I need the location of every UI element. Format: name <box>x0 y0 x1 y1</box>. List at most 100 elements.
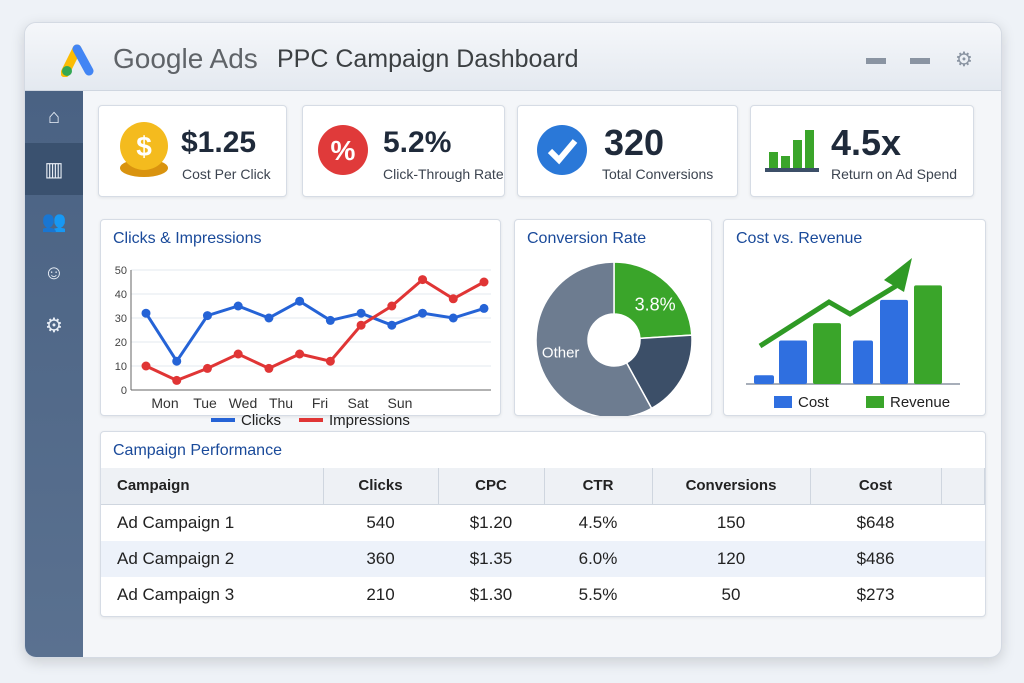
data-point <box>233 301 243 311</box>
data-point <box>172 356 182 366</box>
series-line-impressions <box>145 277 485 383</box>
kpi-value: $1.25 <box>181 126 257 159</box>
conversion-rate-panel: Conversion Rate 3.8% Other <box>514 219 712 416</box>
table-cell: 50 <box>721 585 741 605</box>
legend-swatch <box>774 396 792 408</box>
data-point <box>448 313 458 323</box>
table-cell: 150 <box>716 512 746 532</box>
data-point <box>325 356 335 366</box>
data-point <box>325 315 335 325</box>
data-point <box>295 296 305 306</box>
panel-title: Campaign Performance <box>113 442 282 459</box>
table-row[interactable]: Ad Campaign 3 210 $1.30 5.5% 50 $273 <box>101 577 985 614</box>
bar-cost <box>779 340 807 384</box>
column-header[interactable]: Cost <box>810 468 942 505</box>
legend-label: Clicks <box>241 412 281 429</box>
table-cell: $273 <box>856 585 895 605</box>
svg-text:%: % <box>331 135 356 166</box>
panel-title: Conversion Rate <box>527 230 647 247</box>
legend-label: Cost <box>798 394 830 411</box>
bar-cost <box>754 375 774 384</box>
trend-arrow <box>758 283 898 349</box>
chat-icon[interactable]: ▬ <box>910 47 930 69</box>
table-cell: 210 <box>366 585 395 605</box>
table-cell: $1.35 <box>438 540 544 577</box>
table-cell: 120 <box>652 540 810 577</box>
y-tick-label: 40 <box>115 289 127 301</box>
kpi-value: 5.2% <box>383 126 452 159</box>
sidebar-item-dashboard[interactable]: ▥ <box>25 143 83 195</box>
checkmark-icon <box>537 125 587 175</box>
sidebar: ⌂ ▥ 👥 ☺ ⚙ <box>25 91 83 657</box>
kpi-ctr: % 5.2% Click-Through Rate <box>302 105 505 197</box>
column-header[interactable]: CPC <box>438 468 545 505</box>
kpi-roas: 4.5x Return on Ad Spend <box>750 105 974 197</box>
data-point <box>264 313 274 323</box>
gear-icon: ⚙ <box>45 314 63 337</box>
sidebar-item-settings[interactable]: ⚙ <box>25 299 83 351</box>
y-tick-label: 20 <box>115 337 127 349</box>
x-tick-label: Fri <box>312 395 328 411</box>
bar-chart: Cost Revenue <box>746 258 960 411</box>
pie-slice <box>535 261 653 416</box>
sidebar-item-home[interactable]: ⌂ <box>25 91 83 143</box>
svg-text:$: $ <box>136 131 152 162</box>
series-line-clicks <box>144 299 485 364</box>
column-header[interactable]: Clicks <box>323 468 439 505</box>
kpi-label: Total Conversions <box>602 166 714 182</box>
table-row[interactable]: Ad Campaign 1 540 $1.20 4.5% 150 $648 <box>101 504 985 541</box>
kpi-cpc: $ $1.25 Cost Per Click <box>98 105 287 197</box>
column-header-empty <box>941 468 985 505</box>
table-cell: Ad Campaign 1 <box>117 512 235 532</box>
table-cell: 4.5% <box>578 512 618 532</box>
panel-title: Clicks & Impressions <box>113 230 262 247</box>
message-icon[interactable]: ▬ <box>866 47 886 69</box>
pie-slice <box>625 334 693 410</box>
x-tick-label: Tue <box>193 395 217 411</box>
table-cell: Ad Campaign 2 <box>101 540 323 577</box>
data-point <box>418 275 428 285</box>
table-cell: 6.0% <box>544 540 652 577</box>
donut-chart: 3.8% Other <box>535 261 693 416</box>
header: Google Ads PPC Campaign Dashboard ▬ ▬ ⚙ <box>25 23 1001 91</box>
gear-icon[interactable]: ⚙ <box>955 49 973 71</box>
column-header[interactable]: Conversions <box>652 468 811 505</box>
google-ads-logo <box>61 44 94 77</box>
bar-chart-icon <box>765 130 819 172</box>
data-point <box>387 320 397 330</box>
panel-title: Cost vs. Revenue <box>736 230 863 247</box>
kpi-value: 4.5x <box>831 122 902 163</box>
y-tick-label: 10 <box>115 361 127 373</box>
sidebar-item-users[interactable]: 👥 <box>25 195 83 247</box>
column-header[interactable]: CTR <box>544 468 653 505</box>
table-header-row: Campaign Clicks CPC CTR Conversions Cost <box>101 468 985 505</box>
sidebar-item-feedback[interactable]: ☺ <box>25 247 83 299</box>
data-point <box>202 363 212 373</box>
table-cell: $486 <box>810 540 941 577</box>
table-cell: Ad Campaign 3 <box>117 585 235 605</box>
column-header[interactable]: Campaign <box>101 468 324 505</box>
slice-label: 3.8% <box>635 295 676 315</box>
table-row[interactable]: Ad Campaign 2 360 $1.35 6.0% 120 $486 <box>101 540 985 577</box>
add-user-icon: 👥 <box>41 210 67 233</box>
table-cell: $1.20 <box>469 512 513 532</box>
line-chart: 0 10 20 30 40 50 Mon Tue Wed Thu Fri Sat Sun Clicks Im… <box>115 265 491 429</box>
brand-name: Google Ads <box>113 43 258 74</box>
data-point <box>387 301 397 311</box>
bar-cost <box>853 340 873 384</box>
legend-label: Impressions <box>329 412 410 429</box>
kpi-conversions: 320 Total Conversions <box>517 105 738 197</box>
data-point <box>448 294 458 304</box>
x-tick-label: Wed <box>229 395 258 411</box>
legend-swatch <box>866 396 884 408</box>
smiley-icon: ☺ <box>43 261 65 284</box>
y-tick-label: 50 <box>115 265 127 277</box>
table-cell: 540 <box>366 512 395 532</box>
x-tick-label: Mon <box>151 395 178 411</box>
y-tick-label: 30 <box>115 313 127 325</box>
dashboard-window: Google Ads PPC Campaign Dashboard ▬ ▬ ⚙ … <box>24 22 1002 658</box>
y-tick-label: 0 <box>121 385 127 397</box>
kpi-label: Click-Through Rate <box>383 166 504 182</box>
data-point <box>172 375 182 385</box>
clicks-impressions-panel: Clicks & Impressions 0 10 20 30 40 50 Mon Tue We… <box>100 219 501 429</box>
